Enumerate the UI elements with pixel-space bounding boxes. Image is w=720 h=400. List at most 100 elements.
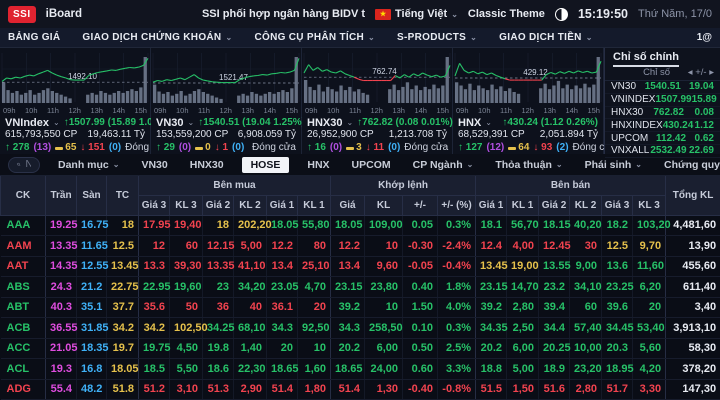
price-cell[interactable]: 12 (138, 235, 170, 257)
price-cell[interactable]: 51.4 (266, 379, 298, 400)
price-cell[interactable]: 39.2 (475, 297, 508, 318)
price-cell[interactable]: 0.05 (402, 215, 439, 236)
price-cell[interactable]: 23 (202, 276, 234, 298)
ticker-cell[interactable]: AAA (0, 215, 46, 236)
index-name[interactable]: HNX (458, 116, 482, 129)
table-row[interactable]: ADG 55.4 48.2 51.8 51.2 3,10 51.3 2,90 51.4 1,80 5… (0, 379, 720, 400)
price-cell[interactable]: 48.2 (76, 379, 107, 400)
table-row[interactable]: ACC 21.05 18.35 19.7 19.75 4,50 19.8 1,40 20 10 20… (0, 338, 720, 359)
ticker-cell[interactable]: ABS (0, 276, 46, 298)
ticker-cell[interactable]: ACC (0, 338, 46, 359)
tab-phái-sinh[interactable]: Phái sinh ⌄ (584, 158, 642, 171)
price-cell[interactable]: 25,10 (297, 256, 332, 277)
price-cell[interactable]: 12.5 (601, 235, 634, 257)
sidebar-col-pager[interactable]: ◂ +/- ▸ (687, 67, 714, 78)
price-cell[interactable]: 2,50 (506, 317, 540, 339)
price-cell[interactable]: 5,00 (233, 235, 267, 257)
price-cell[interactable]: 1.8% (437, 276, 477, 298)
price-cell[interactable]: 34,10 (569, 276, 603, 298)
price-cell[interactable]: 14.35 (45, 256, 78, 277)
price-cell[interactable]: 40.3 (45, 297, 77, 318)
price-cell[interactable]: 20.25 (538, 338, 571, 359)
price-cell[interactable]: 24.3 (45, 276, 77, 298)
price-cell[interactable]: 2,90 (233, 379, 267, 400)
price-cell[interactable]: 9,00 (569, 256, 603, 277)
price-cell[interactable]: 55,80 (297, 215, 332, 236)
price-cell[interactable]: 19,00 (506, 256, 540, 277)
price-cell[interactable]: 4,20 (632, 358, 667, 380)
col-Sàn[interactable]: Sàn (76, 176, 107, 216)
price-cell[interactable]: 2,80 (506, 297, 540, 318)
price-cell[interactable]: 55.4 (45, 379, 77, 400)
menu-item-4[interactable]: S-PRODUCTS ⌄ (397, 32, 478, 43)
price-cell[interactable]: 19.25 (45, 215, 78, 236)
price-cell[interactable]: 68,10 (233, 317, 267, 339)
price-cell[interactable]: 19.7 (106, 338, 139, 359)
price-cell[interactable]: 11,60 (632, 256, 667, 277)
subcol[interactable]: Giá 1 (266, 195, 298, 216)
price-cell[interactable]: 12.15 (202, 235, 235, 257)
price-cell[interactable]: 19.75 (138, 338, 171, 359)
price-cell[interactable]: 19.8 (202, 338, 234, 359)
ticker-cell[interactable]: ACL (0, 358, 46, 380)
price-cell[interactable]: 30 (569, 235, 603, 257)
price-cell[interactable]: 4,00 (506, 235, 540, 257)
price-cell[interactable]: 10 (364, 297, 404, 318)
price-cell[interactable]: 4,50 (169, 338, 203, 359)
price-cell[interactable]: 20 (266, 338, 298, 359)
price-cell[interactable]: 34.3 (266, 317, 298, 339)
price-cell[interactable]: 18.8 (475, 358, 508, 380)
language-selector[interactable]: ★ Tiếng Việt ⌄ (375, 8, 458, 20)
price-cell[interactable]: 22.95 (138, 276, 171, 298)
price-cell[interactable]: -0.8% (437, 379, 477, 400)
price-cell[interactable]: 39.4 (538, 297, 571, 318)
price-cell[interactable]: 21.2 (76, 276, 107, 298)
price-cell[interactable]: 34.3 (330, 317, 366, 339)
col-Trần[interactable]: Trần (45, 176, 77, 216)
price-cell[interactable]: 3,40 (665, 297, 720, 318)
price-cell[interactable]: 34,20 (233, 276, 267, 298)
price-cell[interactable]: 18.6 (202, 358, 234, 380)
sidebar-index-row[interactable]: VN30 1540.51 19.04 (605, 81, 720, 94)
subcol[interactable]: KL 1 (296, 195, 332, 216)
price-cell[interactable]: 51.2 (138, 379, 170, 400)
price-cell[interactable]: 60 (169, 235, 203, 257)
price-cell[interactable]: 13.3 (138, 256, 170, 277)
price-cell[interactable]: 19,40 (169, 215, 203, 236)
price-cell[interactable]: 35.6 (138, 297, 170, 318)
tab-chứng-quyền[interactable]: Chứng quyền (663, 158, 720, 171)
price-cell[interactable]: 53,40 (632, 317, 667, 339)
ticker-cell[interactable]: AAM (0, 235, 46, 257)
price-cell[interactable]: 611,40 (665, 276, 720, 298)
price-cell[interactable]: 5,50 (169, 358, 203, 380)
tab-hnx30[interactable]: HNX30 (189, 158, 224, 171)
subcol[interactable]: +/- (402, 195, 439, 216)
price-cell[interactable]: 2.5% (437, 338, 477, 359)
price-cell[interactable]: 2,80 (569, 379, 603, 400)
price-cell[interactable]: 80 (297, 235, 332, 257)
price-cell[interactable]: 1,40 (233, 338, 267, 359)
table-row[interactable]: ACB 36.55 31.85 34.2 34.2 102,50 34.25 68,10 34.… (0, 317, 720, 339)
chevron-down-icon[interactable]: ⌄ (485, 118, 492, 127)
price-cell[interactable]: 13.35 (45, 235, 78, 257)
menu-item-5[interactable]: GIAO DỊCH TIỀN ⌄ (499, 32, 593, 43)
price-cell[interactable]: 18.65 (266, 358, 299, 380)
table-row[interactable]: ABT 40.3 35.1 37.7 35.6 50 36 40 36.1 20 39.2 10 1.5… (0, 297, 720, 318)
price-cell[interactable]: 258,50 (364, 317, 404, 339)
price-cell[interactable]: 12.5 (106, 235, 139, 257)
price-cell[interactable]: 19.3 (45, 358, 77, 380)
price-cell[interactable]: 3,10 (169, 379, 203, 400)
price-cell[interactable]: 39,30 (169, 256, 203, 277)
price-cell[interactable]: 16.8 (76, 358, 107, 380)
price-cell[interactable]: 34.2 (138, 317, 170, 339)
price-cell[interactable]: 34.4 (538, 317, 571, 339)
price-cell[interactable]: 18.2 (601, 215, 634, 236)
price-cell[interactable]: 13.55 (538, 256, 571, 277)
price-cell[interactable]: 36.1 (266, 297, 298, 318)
price-cell[interactable]: 0.40 (402, 276, 439, 298)
tab-danh-mục[interactable]: Danh mục ⌄ (58, 158, 120, 171)
pager-right-icon[interactable]: ▸ (709, 67, 714, 78)
index-name[interactable]: VNIndex (5, 116, 50, 129)
price-cell[interactable]: 9,70 (632, 235, 667, 257)
price-cell[interactable]: -0.30 (402, 235, 439, 257)
